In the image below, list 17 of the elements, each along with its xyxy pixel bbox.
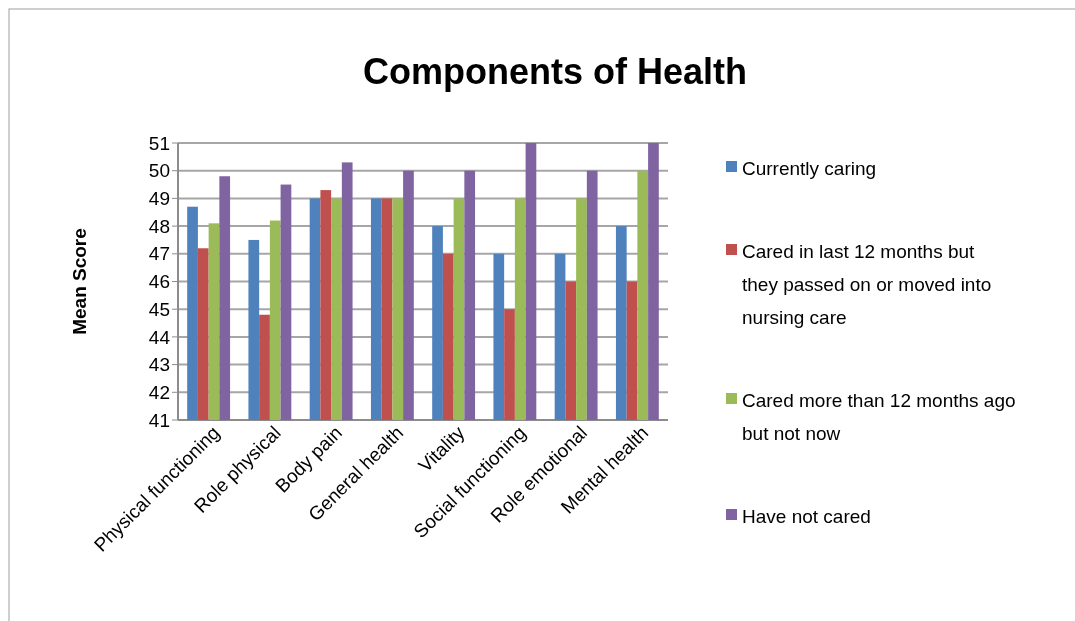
y-tick-label: 50 <box>148 160 170 182</box>
legend-label: Cared in last 12 months but they passed on or moved into nursing care <box>742 240 992 328</box>
legend-label: Cared more than 12 months ago but not now <box>742 389 1016 444</box>
chart-title: Components of Health <box>363 51 747 92</box>
y-axis-title: Mean Score <box>69 228 90 335</box>
y-tick-label: 46 <box>148 271 170 293</box>
legend-label: Have not cared <box>742 505 871 527</box>
y-tick-label: 45 <box>148 298 170 320</box>
y-tick-label: 43 <box>148 354 170 376</box>
y-tick-label: 47 <box>148 243 170 265</box>
y-tick-label: 49 <box>148 188 170 210</box>
legend-label: Currently caring <box>742 157 877 179</box>
y-tick-label: 51 <box>148 132 170 154</box>
y-tick-label: 44 <box>148 326 171 348</box>
y-tick-label: 42 <box>148 381 170 403</box>
y-tick-label: 41 <box>148 409 170 431</box>
y-tick-label: 48 <box>148 215 170 237</box>
